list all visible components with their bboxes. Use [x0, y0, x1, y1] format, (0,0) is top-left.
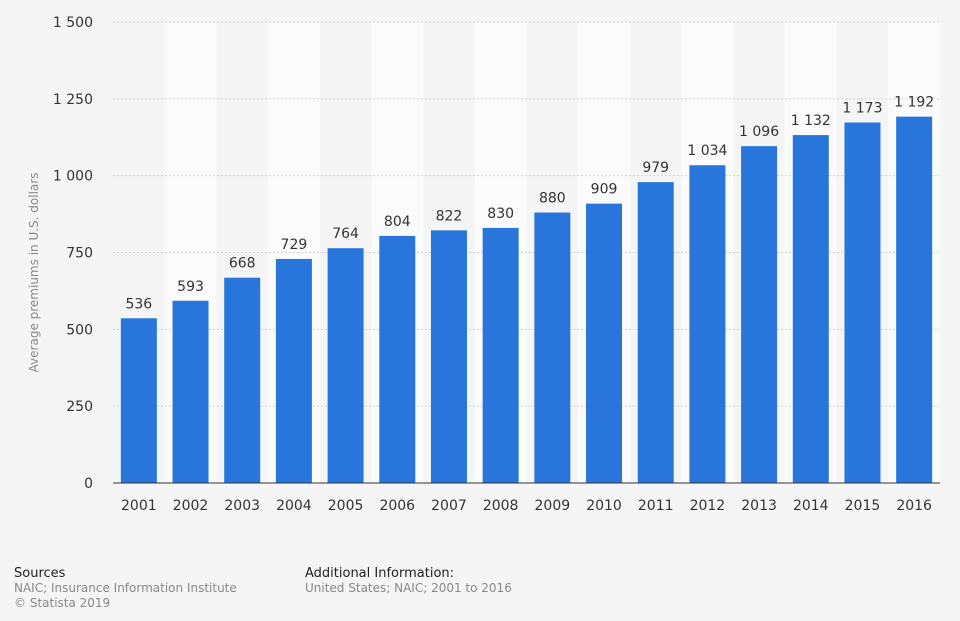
y-tick-label: 0: [84, 476, 93, 492]
x-tick-label: 2011: [638, 498, 674, 514]
bar[interactable]: [120, 318, 157, 483]
bar[interactable]: [689, 165, 726, 483]
additional-info-title: Additional Information:: [305, 566, 455, 581]
y-tick-label: 1 250: [53, 92, 93, 108]
data-label: 593: [177, 279, 204, 295]
y-tick-label: 250: [66, 399, 93, 415]
additional-info-block: Additional Information: United States; N…: [305, 566, 512, 596]
data-label: 1 132: [791, 113, 831, 129]
data-label: 979: [642, 160, 669, 176]
bar[interactable]: [586, 203, 623, 483]
bar[interactable]: [482, 227, 519, 483]
y-tick-label: 500: [66, 322, 93, 338]
bar[interactable]: [534, 212, 571, 483]
bar[interactable]: [172, 300, 209, 483]
y-axis-label: Average premiums in U.S. dollars: [27, 173, 41, 373]
data-label: 536: [125, 296, 152, 312]
x-tick-label: 2013: [741, 498, 777, 514]
data-label: 1 173: [842, 100, 882, 116]
bar[interactable]: [741, 146, 778, 484]
data-label: 880: [539, 191, 566, 207]
data-label: 764: [332, 226, 359, 242]
bar[interactable]: [844, 122, 881, 484]
data-label: 1 192: [894, 95, 934, 111]
x-tick-label: 2003: [224, 498, 260, 514]
bar[interactable]: [430, 230, 467, 483]
x-tick-label: 2006: [379, 498, 415, 514]
bar[interactable]: [896, 116, 933, 484]
x-tick-label: 2014: [793, 498, 829, 514]
bar[interactable]: [224, 277, 261, 483]
data-labels: 536 593 668 729 764 804 822 830 880 909 979 1 034 1 …: [125, 95, 934, 313]
x-tick-label: 2004: [276, 498, 312, 514]
x-tick-label: 2008: [483, 498, 519, 514]
x-tick-labels: 2001 2002 2003 2004 2005 2006 2007 2008 2009 2010…: [121, 498, 932, 514]
x-tick-label: 2016: [896, 498, 932, 514]
y-tick-label: 750: [66, 246, 93, 262]
data-label: 909: [591, 182, 618, 198]
sources-line: NAIC; Insurance Information Institute: [14, 581, 237, 595]
copyright-line: © Statista 2019: [14, 596, 111, 610]
x-tick-label: 2010: [586, 498, 622, 514]
x-tick-label: 2005: [328, 498, 364, 514]
x-tick-label: 2002: [173, 498, 209, 514]
x-tick-label: 2001: [121, 498, 157, 514]
data-label: 1 034: [687, 143, 727, 159]
x-tick-label: 2007: [431, 498, 467, 514]
data-label: 804: [384, 214, 411, 230]
bar[interactable]: [792, 135, 829, 483]
x-tick-label: 2015: [845, 498, 881, 514]
bar[interactable]: [379, 235, 416, 483]
sources-block: Sources NAIC; Insurance Information Inst…: [14, 566, 237, 611]
data-label: 1 096: [739, 124, 779, 140]
bar[interactable]: [327, 248, 364, 483]
data-label: 668: [229, 256, 256, 272]
bar[interactable]: [637, 182, 674, 483]
y-tick-labels: 0 250 500 750 1 000 1 250 1 500: [53, 15, 93, 492]
sources-title: Sources: [14, 566, 66, 581]
x-tick-label: 2012: [690, 498, 726, 514]
bar-chart: 0 250 500 750 1 000 1 250 1 500 536 593 668 729 76…: [27, 15, 940, 514]
bar[interactable]: [275, 258, 312, 483]
y-tick-label: 1 000: [53, 169, 93, 185]
y-tick-label: 1 500: [53, 15, 93, 31]
data-label: 830: [487, 206, 514, 222]
additional-info-line: United States; NAIC; 2001 to 2016: [305, 581, 512, 595]
data-label: 729: [281, 237, 308, 253]
bars: [120, 116, 933, 484]
data-label: 822: [436, 208, 463, 224]
x-tick-label: 2009: [535, 498, 571, 514]
